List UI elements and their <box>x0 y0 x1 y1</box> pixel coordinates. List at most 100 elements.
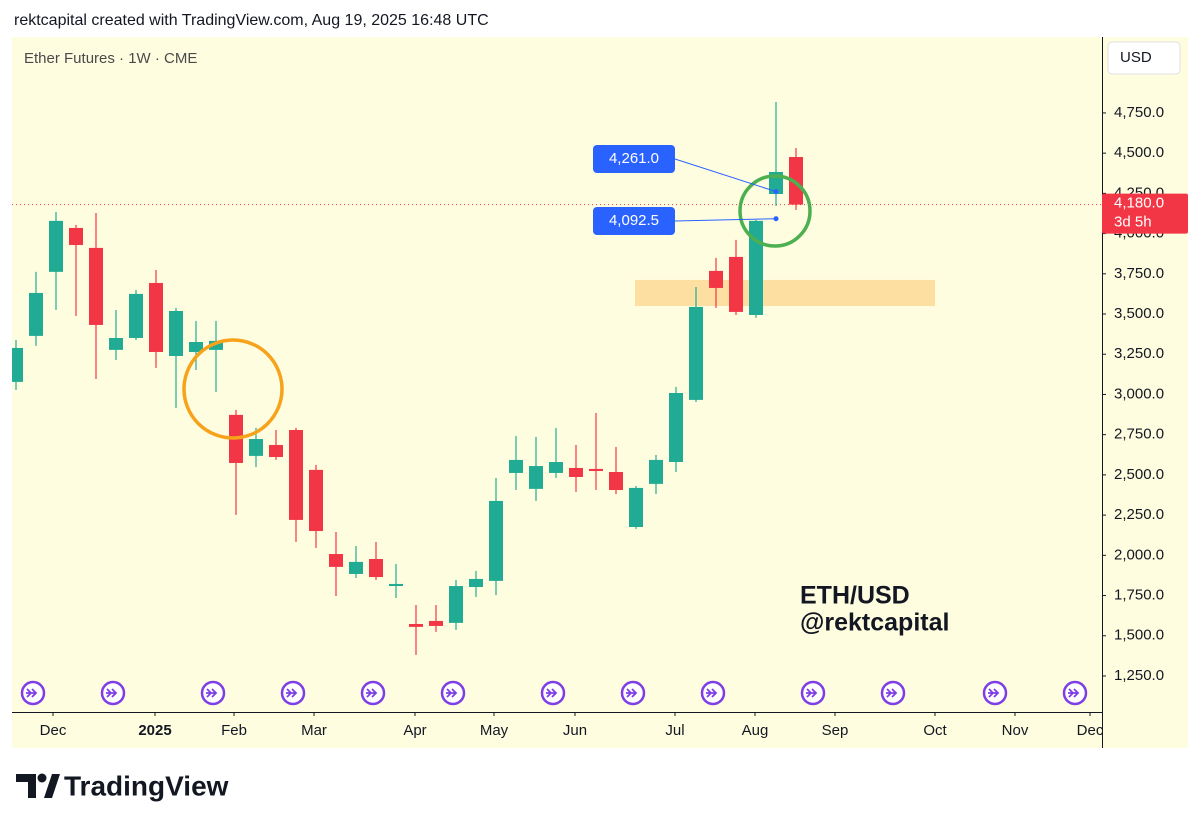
candle-body <box>789 157 803 205</box>
marker-label-box <box>593 145 675 173</box>
current-price-label: 4,180.0 <box>1114 195 1164 212</box>
y-tick-label: 3,250.0 <box>1114 345 1164 362</box>
branding: TradingView <box>16 770 229 801</box>
x-tick-label: Mar <box>301 722 327 739</box>
event-icon-glyph <box>366 688 378 698</box>
x-tick-label: Nov <box>1002 722 1029 739</box>
y-tick-label: 1,750.0 <box>1114 587 1164 604</box>
candle-body <box>109 337 123 350</box>
y-tick-label: 3,000.0 <box>1114 385 1164 402</box>
marker-label-box <box>593 207 675 235</box>
y-tick-label: 4,750.0 <box>1114 104 1164 121</box>
highlight-circle <box>182 338 284 440</box>
support-zone <box>635 279 935 306</box>
chart-title: Ether Futures · 1W · CME <box>24 50 197 67</box>
x-tick-label: Feb <box>221 722 247 739</box>
candle-body <box>669 392 683 463</box>
candle-body <box>729 256 743 312</box>
currency-box <box>1107 41 1181 75</box>
header: rektcapital created with TradingView.com… <box>14 12 489 29</box>
candle-body <box>289 429 303 520</box>
candle-body <box>129 293 143 338</box>
y-tick-label: 2,500.0 <box>1114 466 1164 483</box>
candle-body <box>149 282 163 352</box>
candle-body <box>269 444 283 458</box>
event-icon-glyph <box>806 688 818 698</box>
countdown-label: 3d 5h <box>1114 214 1152 231</box>
candle-body <box>549 462 563 473</box>
candle-body <box>629 487 643 528</box>
price-marker <box>773 189 779 195</box>
event-icon-glyph <box>26 688 38 698</box>
event-icon-glyph <box>286 688 298 698</box>
x-tick-label: 2025 <box>138 722 171 739</box>
candle-body <box>489 500 503 581</box>
candle-body <box>709 270 723 288</box>
candle-body <box>529 466 543 489</box>
candle-body <box>749 220 763 315</box>
marker-label: 4,092.5 <box>609 212 659 229</box>
event-icon-glyph <box>626 688 638 698</box>
x-tick-label: May <box>480 722 509 739</box>
event-icon-glyph <box>706 688 718 698</box>
candle-body <box>609 471 623 491</box>
candle-body <box>569 467 583 477</box>
marker-leader <box>674 218 777 222</box>
logo-mark <box>37 773 47 783</box>
event-icon-glyph <box>1068 688 1080 698</box>
plot-layer: Dec 2025 Feb Mar Apr May Jun Jul Aug Sep Oct Nov Dec <box>12 101 1104 739</box>
y-tick-label: 1,500.0 <box>1114 627 1164 644</box>
event-icon-glyph <box>106 688 118 698</box>
candle-body <box>169 310 183 357</box>
candle-body <box>449 586 463 623</box>
candle-body <box>69 227 83 246</box>
candle-body <box>649 459 663 484</box>
candle-body <box>49 220 63 272</box>
currency-label: USD <box>1120 49 1152 66</box>
chart: Ether Futures · 1W · CME USD Dec 2025 Feb M… <box>12 37 1188 748</box>
candle-body <box>209 340 223 350</box>
candle-body <box>689 306 703 400</box>
candle-body <box>509 459 523 473</box>
y-tick-label: 1,250.0 <box>1114 667 1164 684</box>
x-tick-label: Dec <box>1077 722 1104 739</box>
candle-body <box>429 620 443 626</box>
y-tick-label: 3,500.0 <box>1114 305 1164 322</box>
y-tick-label: 2,750.0 <box>1114 426 1164 443</box>
candle-body <box>589 468 603 472</box>
event-icon-glyph <box>546 688 558 698</box>
candle-body <box>329 554 343 567</box>
y-tick-label: 4,500.0 <box>1114 144 1164 161</box>
marker-leader <box>674 158 777 193</box>
candle-body <box>349 561 363 574</box>
candle-body <box>369 559 383 578</box>
current-price-box <box>1102 193 1188 234</box>
logo-mark <box>16 774 36 798</box>
y-tick-label: 3,750.0 <box>1114 265 1164 282</box>
highlight-circle <box>738 174 812 248</box>
candle-body <box>29 292 43 336</box>
x-tick-label: Aug <box>742 722 769 739</box>
candle-body <box>12 347 23 382</box>
x-tick-label: Sep <box>822 722 849 739</box>
x-tick-label: Apr <box>403 722 426 739</box>
candle-body <box>469 578 483 588</box>
candle-body <box>409 624 423 627</box>
x-tick-label: Dec <box>40 722 67 739</box>
event-icon-glyph <box>988 688 1000 698</box>
candle-body <box>249 439 263 456</box>
x-tick-label: Oct <box>923 722 947 739</box>
candle-body <box>89 247 103 325</box>
candle-body <box>189 342 203 352</box>
event-icon-glyph <box>206 688 218 698</box>
price-marker <box>773 216 779 222</box>
logo-mark <box>44 774 60 798</box>
watermark: ETH/USD <box>800 582 910 610</box>
candle-body <box>309 469 323 532</box>
brand-name: TradingView <box>64 770 229 801</box>
chart-background <box>12 37 1188 748</box>
x-tick-label: Jun <box>563 722 587 739</box>
y-tick-label: 2,250.0 <box>1114 506 1164 523</box>
marker-label: 4,261.0 <box>609 150 659 167</box>
